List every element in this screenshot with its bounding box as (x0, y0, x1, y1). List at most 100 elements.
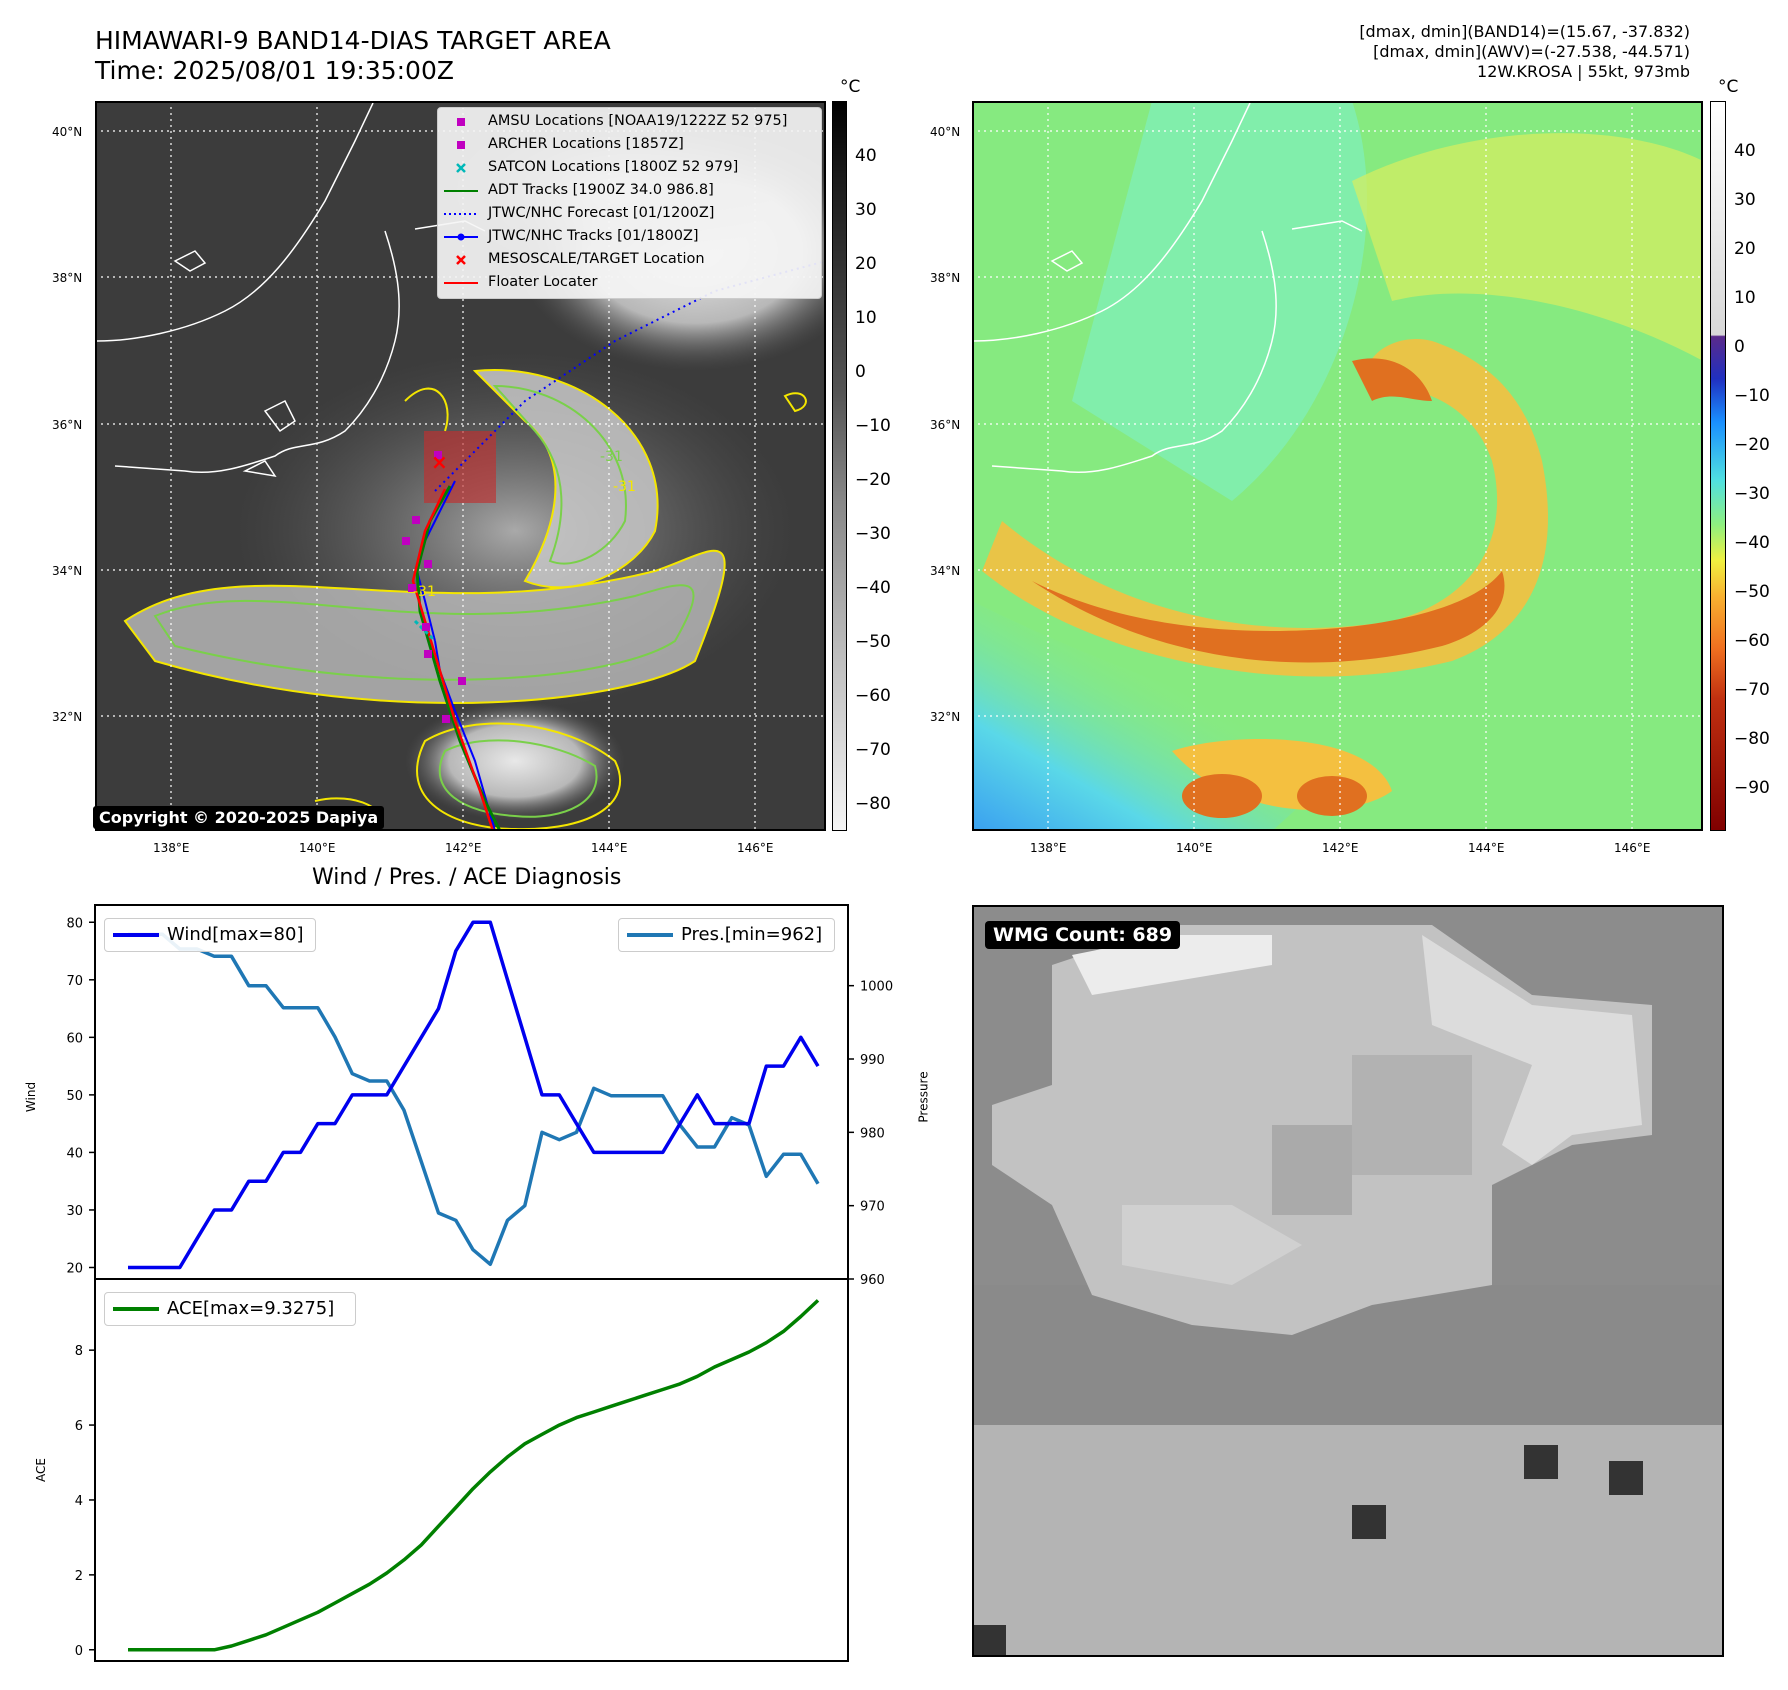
info-awv: [dmax, dmin](AWV)=(-27.538, -44.571) (1373, 42, 1690, 61)
wmg-count-badge: WMG Count: 689 (985, 921, 1181, 949)
ace-plot-frame (94, 1278, 849, 1662)
colorbar-tick: 10 (1734, 288, 1756, 308)
colorbar-unit: °C (1718, 77, 1739, 97)
colorbar-tick: −70 (855, 740, 891, 760)
lat-label: 38°N (52, 271, 83, 285)
pressure-axis-label: Pressure (916, 1071, 931, 1123)
colorbar-tick: 20 (1734, 239, 1756, 259)
contour-label: -31 (600, 449, 623, 465)
colorbar-awv (1710, 101, 1726, 831)
wind-axis-label: Wind (24, 1081, 39, 1113)
x-marker-icon (456, 255, 466, 265)
ace-legend-label: ACE[max=9.3275] (167, 1298, 335, 1319)
lon-label: 146°E (737, 841, 774, 855)
series-line (128, 920, 820, 1270)
map-legend: AMSU Locations [NOAA19/1222Z 52 975] ARC… (437, 107, 822, 299)
dotted-line-icon (444, 213, 478, 215)
ace-axis-label: ACE (33, 1458, 48, 1482)
chart-title: Wind / Pres. / ACE Diagnosis (312, 865, 622, 890)
lat-label: 32°N (52, 710, 83, 724)
lon-label: 140°E (1176, 841, 1213, 855)
series-line (128, 932, 820, 1267)
colorbar-tick: 40 (1734, 141, 1756, 161)
colorbar-tick: −40 (855, 578, 891, 598)
colorbar-tick: 0 (1734, 337, 1745, 357)
colorbar-tick: −90 (1734, 778, 1770, 798)
lat-label: 36°N (52, 418, 83, 432)
info-band14: [dmax, dmin](BAND14)=(15.67, -37.832) (1359, 22, 1690, 41)
x-marker-icon (456, 163, 466, 173)
colorbar-tick: 20 (855, 254, 877, 274)
line-icon (444, 282, 478, 284)
colorbar-tick: −60 (1734, 631, 1770, 651)
pressure-legend-line (627, 933, 673, 937)
colorbar-tick: −50 (855, 632, 891, 652)
colorbar-tick: −20 (855, 470, 891, 490)
lon-label: 140°E (299, 841, 336, 855)
series-line (128, 1299, 820, 1652)
pressure-legend: Pres.[min=962] (618, 918, 835, 952)
wind-legend: Wind[max=80] (104, 918, 316, 952)
lon-label: 142°E (1322, 841, 1359, 855)
y-tick-label: 50 (66, 1089, 83, 1104)
wind-legend-line (113, 933, 159, 937)
colorbar-tick: −70 (1734, 680, 1770, 700)
colorbar-tick: −80 (855, 794, 891, 814)
colorbar-tick: −30 (855, 524, 891, 544)
y-tick-label: 970 (860, 1200, 885, 1215)
colorbar-tick: −10 (855, 416, 891, 436)
wind-pressure-ace-chart: 20 30 40 50 60 70 80 960 970 980 990 1000 0 2 4 6 8 (66, 904, 893, 1662)
colorbar-tick: −30 (1734, 484, 1770, 504)
colorbar-tick: 0 (855, 362, 866, 382)
colorbar-tick: 30 (855, 200, 877, 220)
copyright-label: Copyright © 2020-2025 Dapiya (93, 806, 385, 829)
square-marker-icon (457, 141, 465, 149)
y-tick-label: 30 (66, 1204, 83, 1219)
y-tick-label: 960 (860, 1273, 885, 1288)
y-tick-label: 70 (66, 974, 83, 989)
lon-label: 146°E (1614, 841, 1651, 855)
colorbar-tick: 10 (855, 308, 877, 328)
ace-legend-line (113, 1307, 159, 1311)
wind-legend-label: Wind[max=80] (167, 924, 304, 945)
lat-label: 40°N (52, 125, 83, 139)
line-dot-icon (444, 233, 478, 241)
line-icon (444, 190, 478, 192)
colorbar-tick: −10 (1734, 386, 1770, 406)
awv-map-panel (972, 101, 1703, 831)
awv-map (974, 103, 1701, 829)
timestamp: Time: 2025/08/01 19:35:00Z (95, 56, 454, 85)
y-tick-label: 8 (75, 1344, 83, 1359)
colorbar-tick: 40 (855, 146, 877, 166)
colorbar-unit: °C (840, 77, 861, 97)
lon-label: 138°E (1030, 841, 1067, 855)
colorbar-tick: −50 (1734, 582, 1770, 602)
colorbar-tick: −60 (855, 686, 891, 706)
wmg-panel (972, 905, 1724, 1657)
svg-text:×: × (431, 450, 448, 474)
pressure-legend-label: Pres.[min=962] (681, 924, 823, 945)
lat-label: 38°N (930, 271, 961, 285)
lon-label: 142°E (445, 841, 482, 855)
y-tick-label: 2 (75, 1569, 83, 1584)
info-storm: 12W.KROSA | 55kt, 973mb (1477, 62, 1690, 81)
page-title: HIMAWARI-9 BAND14-DIAS TARGET AREA (95, 26, 611, 55)
lon-label: 144°E (1468, 841, 1505, 855)
lon-label: 144°E (591, 841, 628, 855)
square-marker-icon (457, 118, 465, 126)
y-tick-label: 6 (75, 1419, 83, 1434)
y-tick-label: 990 (860, 1053, 885, 1068)
colorbar-tick: −80 (1734, 729, 1770, 749)
y-tick-label: 980 (860, 1126, 885, 1141)
y-tick-label: 0 (75, 1644, 83, 1659)
colorbar-gray (832, 101, 847, 831)
y-tick-label: 60 (66, 1031, 83, 1046)
wmg-image (974, 907, 1722, 1655)
colorbar-tick: 30 (1734, 190, 1756, 210)
contour-label: -31 (613, 479, 636, 495)
colorbar-tick: −40 (1734, 533, 1770, 553)
ace-legend: ACE[max=9.3275] (104, 1292, 356, 1326)
y-tick-label: 20 (66, 1261, 83, 1276)
lat-label: 32°N (930, 710, 961, 724)
lat-label: 34°N (930, 564, 961, 578)
